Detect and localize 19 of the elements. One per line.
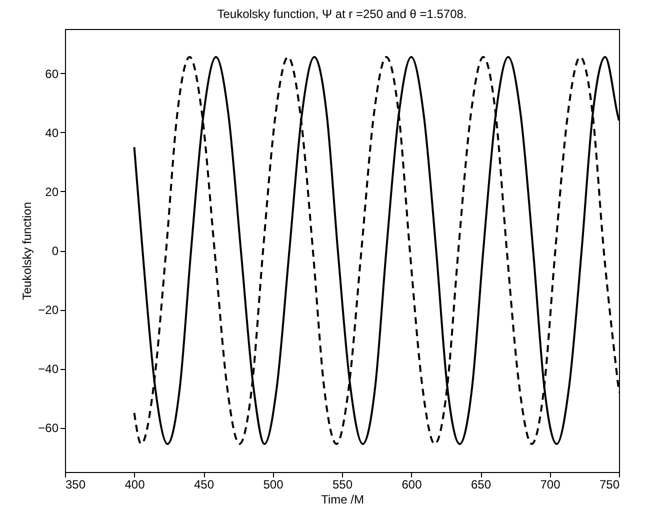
y-tick-label: −60 [38, 421, 59, 436]
x-tick-label: 600 [402, 478, 422, 492]
x-tick-label: 450 [194, 478, 214, 492]
y-tick-label: 60 [45, 66, 59, 81]
chart-title: Teukolsky function, Ψ at r =250 and θ =1.5708. [217, 7, 467, 21]
y-tick-label: −40 [38, 362, 59, 376]
y-tick-label: 20 [45, 184, 59, 199]
x-tick-label: 350 [66, 478, 86, 492]
y-tick-label: 40 [45, 126, 59, 140]
x-tick-label: 750 [599, 478, 620, 492]
y-tick-label: 0 [52, 244, 59, 258]
x-tick-label: 550 [332, 478, 353, 492]
y-tick-label: −20 [38, 303, 59, 318]
x-tick-label: 650 [470, 478, 492, 492]
x-tick-label: 500 [263, 478, 284, 492]
x-axis-title: Time /M [321, 492, 364, 506]
x-tick-label: 400 [124, 478, 146, 492]
y-axis-title: Teukolsky function [20, 202, 34, 300]
x-tick-label: 700 [540, 478, 561, 492]
